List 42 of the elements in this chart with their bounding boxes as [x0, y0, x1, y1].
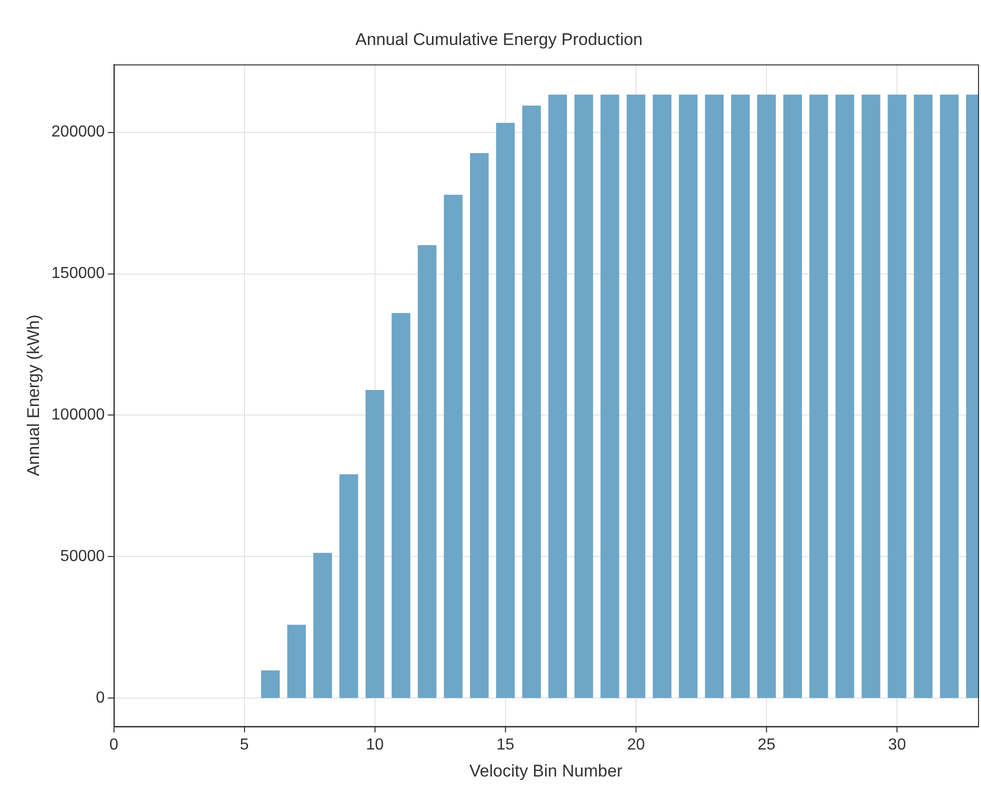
bar — [783, 94, 802, 698]
bar — [548, 94, 567, 698]
bar — [470, 153, 489, 698]
bar — [652, 94, 672, 698]
bar — [496, 122, 515, 698]
y-axis-title: Annual Energy (kWh) — [24, 314, 43, 476]
bar — [339, 474, 358, 698]
bar — [704, 94, 724, 698]
bar — [574, 94, 594, 698]
bar — [444, 194, 463, 698]
y-tick-label: 150000 — [51, 265, 105, 282]
x-tick-label: 30 — [888, 736, 906, 754]
bar — [731, 94, 750, 698]
x-tick-label: 0 — [109, 736, 118, 754]
bar — [392, 313, 410, 698]
x-axis-title: Velocity Bin Number — [469, 761, 623, 780]
x-tick-label: 25 — [758, 736, 776, 754]
y-tick-label: 100000 — [51, 406, 105, 424]
x-tick-label: 20 — [627, 736, 645, 754]
bar — [418, 245, 436, 698]
bar — [757, 94, 776, 698]
bar — [888, 94, 906, 698]
bar — [626, 94, 646, 698]
x-tick-label: 15 — [496, 736, 514, 754]
bar — [522, 106, 541, 698]
y-tick-label: 200000 — [51, 124, 105, 141]
x-tick-label: 10 — [366, 736, 384, 754]
x-tick-label: 5 — [240, 736, 249, 754]
bar — [940, 94, 959, 698]
bar — [862, 94, 880, 698]
bar — [809, 94, 828, 698]
y-tick-label: 0 — [96, 690, 105, 707]
bar — [366, 390, 384, 698]
bar — [836, 94, 854, 698]
bar — [914, 94, 932, 698]
bar — [261, 670, 280, 698]
y-tick-label: 50000 — [60, 548, 105, 566]
chart-title: Annual Cumulative Energy Production — [355, 30, 643, 49]
bar — [313, 552, 332, 698]
bar — [600, 94, 620, 698]
bar — [678, 94, 698, 698]
bar — [287, 624, 306, 698]
